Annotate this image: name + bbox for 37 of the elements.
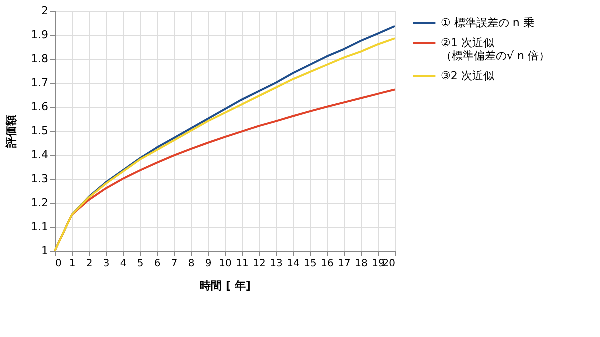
y-axis-title: 評価額 (5, 115, 18, 149)
x-tick-label: 14 (287, 258, 300, 270)
x-axis-title: 時間 [ 年] (200, 280, 251, 292)
x-tick-label: 1 (69, 258, 76, 270)
x-tick-label: 15 (304, 258, 317, 270)
y-tick-label: 1.4 (31, 148, 48, 162)
legend-label: ②1 次近似（標準偏差の√ n 倍） (441, 36, 550, 62)
x-tick-label: 17 (338, 258, 351, 270)
legend-label: ① 標準誤差の n 乗 (441, 16, 534, 30)
x-tick-label: 10 (219, 258, 232, 270)
y-tick-label: 1.5 (31, 124, 48, 138)
x-tick-label: 19 (372, 258, 385, 270)
y-tick-label: 1 (42, 244, 48, 258)
x-tick-label: 6 (154, 258, 161, 270)
y-tick-label: 1.3 (31, 172, 48, 186)
x-tick-label: 2 (86, 258, 93, 270)
x-tick-label: 3 (103, 258, 110, 270)
y-tick-label: 1.8 (31, 52, 48, 66)
x-tick-label: 11 (236, 258, 249, 270)
x-tick-label: 9 (205, 258, 212, 270)
x-tick-label: 4 (120, 258, 127, 270)
x-tick-label: 7 (171, 258, 178, 270)
x-tick-label: 5 (137, 258, 144, 270)
x-tick-label: 12 (253, 258, 266, 270)
legend-label: ③2 次近似 (441, 70, 494, 82)
x-tick-label: 18 (355, 258, 368, 270)
x-tick-label: 13 (270, 258, 283, 270)
y-tick-label: 1.7 (31, 76, 48, 90)
x-tick-label: 0 (56, 258, 62, 270)
y-tick-label: 1.1 (31, 220, 48, 234)
y-tick-label: 1.2 (31, 196, 48, 210)
x-tick-label: 16 (321, 258, 334, 270)
y-tick-label: 2 (42, 4, 48, 18)
x-tick-label: 20 (382, 258, 396, 270)
x-tick-label: 8 (188, 258, 195, 270)
y-tick-label: 1.9 (31, 28, 48, 42)
y-tick-label: 1.6 (31, 100, 48, 114)
